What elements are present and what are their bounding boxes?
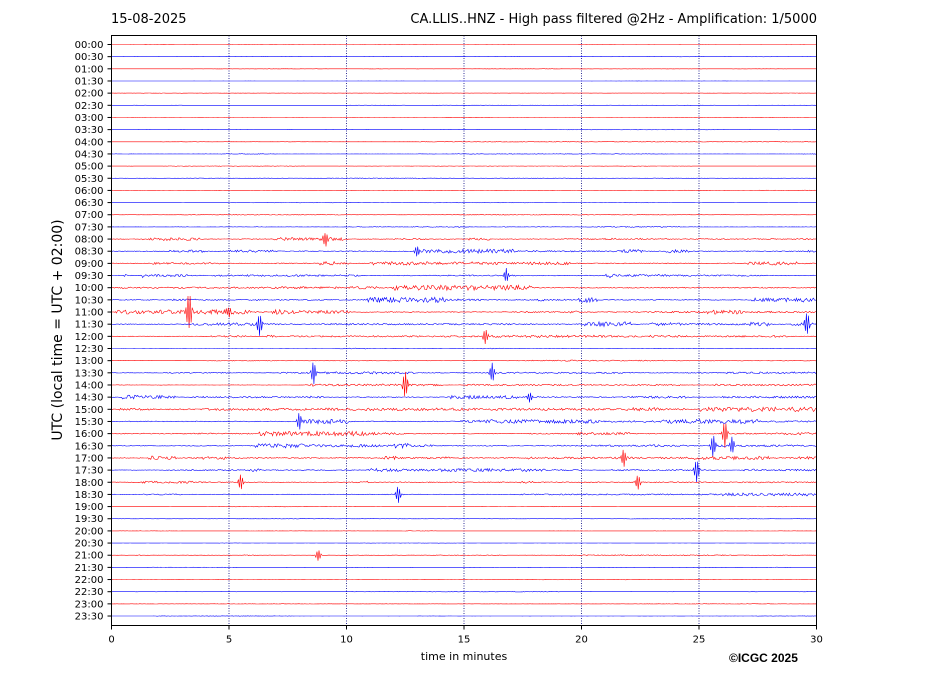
x-tick-label: 5 xyxy=(226,635,232,646)
trace-0830 xyxy=(111,246,817,257)
y-tick-label: 01:30 xyxy=(75,76,104,87)
trace-0900 xyxy=(111,260,817,266)
x-tick-label: 0 xyxy=(108,635,114,646)
y-tick-label: 03:30 xyxy=(75,125,104,136)
y-tick-label: 12:30 xyxy=(75,344,104,355)
y-tick-label: 00:00 xyxy=(75,40,104,51)
y-tick-label: 20:30 xyxy=(75,539,104,550)
plot-title: CA.LLIS..HNZ - High pass filtered @2Hz -… xyxy=(410,12,817,27)
y-tick-label: 13:30 xyxy=(75,368,104,379)
trace-1330 xyxy=(111,362,817,385)
trace-0930 xyxy=(111,267,817,281)
y-tick-label: 04:30 xyxy=(75,149,104,160)
trace-1430 xyxy=(111,392,817,403)
trace-1800 xyxy=(111,474,817,490)
plot-frame xyxy=(111,35,817,626)
y-tick-label: 07:00 xyxy=(75,210,104,221)
x-tick-label: 10 xyxy=(340,635,353,646)
y-tick-label: 11:30 xyxy=(75,320,104,331)
trace-1830 xyxy=(111,486,817,503)
trace-0530 xyxy=(111,177,817,179)
trace-1100 xyxy=(111,295,817,329)
y-tick-label: 17:00 xyxy=(75,453,104,464)
y-tick-label: 20:00 xyxy=(75,526,104,537)
trace-layer xyxy=(111,44,817,617)
y-tick-label: 01:00 xyxy=(75,64,104,75)
y-tick-label: 23:30 xyxy=(75,612,104,623)
x-tick-label: 20 xyxy=(575,635,588,646)
x-tick-label: 25 xyxy=(693,635,706,646)
y-tick-label: 19:30 xyxy=(75,514,104,525)
trace-0630 xyxy=(111,201,817,204)
y-tick-label: 09:00 xyxy=(75,259,104,270)
trace-1900 xyxy=(111,505,817,508)
y-tick-label: 02:30 xyxy=(75,101,104,112)
trace-1300 xyxy=(111,359,817,362)
trace-1730 xyxy=(111,461,817,483)
y-tick-label: 10:00 xyxy=(75,283,104,294)
x-tick-label: 30 xyxy=(810,635,823,646)
trace-0600 xyxy=(111,189,817,192)
y-tick-label: 19:00 xyxy=(75,502,104,513)
y-tick-label: 22:30 xyxy=(75,587,104,598)
trace-0730 xyxy=(111,226,817,228)
trace-1030 xyxy=(111,296,817,304)
trace-1700 xyxy=(111,449,817,467)
y-axis-label: UTC (local time = UTC + 02:00) xyxy=(50,219,66,440)
trace-1400 xyxy=(111,371,817,397)
x-tick-label: 15 xyxy=(458,635,471,646)
y-tick-label: 05:00 xyxy=(75,162,104,173)
y-tick-label: 21:00 xyxy=(75,551,104,562)
y-tick-label: 12:00 xyxy=(75,332,104,343)
y-tick-label: 07:30 xyxy=(75,222,104,233)
y-tick-label: 16:30 xyxy=(75,441,104,452)
y-tick-label: 15:30 xyxy=(75,417,104,428)
y-tick-label: 13:00 xyxy=(75,356,104,367)
trace-1230 xyxy=(111,347,817,350)
y-tick-label: 17:30 xyxy=(75,466,104,477)
trace-2200 xyxy=(111,578,817,581)
y-tick-label: 06:30 xyxy=(75,198,104,209)
y-tick-label: 05:30 xyxy=(75,174,104,185)
y-tick-label: 09:30 xyxy=(75,271,104,282)
trace-0800 xyxy=(111,233,817,247)
plot-date: 15-08-2025 xyxy=(111,12,187,27)
y-tick-label: 18:00 xyxy=(75,478,104,489)
y-tick-label: 18:30 xyxy=(75,490,104,501)
x-tick-layer: 0 5 10 15 20 25 30 xyxy=(108,625,823,646)
trace-1930 xyxy=(111,518,817,520)
y-tick-label: 04:00 xyxy=(75,137,104,148)
y-tick-label: 15:00 xyxy=(75,405,104,416)
trace-0430 xyxy=(111,153,817,155)
y-tick-label: 23:00 xyxy=(75,599,104,610)
y-tick-label: 00:30 xyxy=(75,52,104,63)
y-tick-label: 08:00 xyxy=(75,235,104,246)
y-tick-label: 14:00 xyxy=(75,380,104,391)
trace-1630 xyxy=(111,435,817,457)
y-tick-label: 22:00 xyxy=(75,575,104,586)
trace-0700 xyxy=(111,214,817,216)
y-tick-label: 14:30 xyxy=(75,393,104,404)
trace-2100 xyxy=(111,550,817,561)
y-tick-label: 08:30 xyxy=(75,247,104,258)
y-tick-label: 03:00 xyxy=(75,113,104,124)
trace-1000 xyxy=(111,284,817,292)
trace-1500 xyxy=(111,406,817,413)
y-tick-label: 10:30 xyxy=(75,295,104,306)
y-tick-label: 02:00 xyxy=(75,89,104,100)
trace-1130 xyxy=(111,313,817,336)
y-tick-label: 06:00 xyxy=(75,186,104,197)
copyright-label: ©ICGC 2025 xyxy=(729,651,798,665)
trace-1530 xyxy=(111,413,817,430)
trace-1600 xyxy=(111,423,817,448)
trace-1200 xyxy=(111,329,817,345)
grid-layer xyxy=(228,35,700,626)
y-tick-label: 16:00 xyxy=(75,429,104,440)
y-tick-label: 21:30 xyxy=(75,563,104,574)
y-tick-label: 11:00 xyxy=(75,308,104,319)
x-axis-label: time in minutes xyxy=(421,650,508,663)
